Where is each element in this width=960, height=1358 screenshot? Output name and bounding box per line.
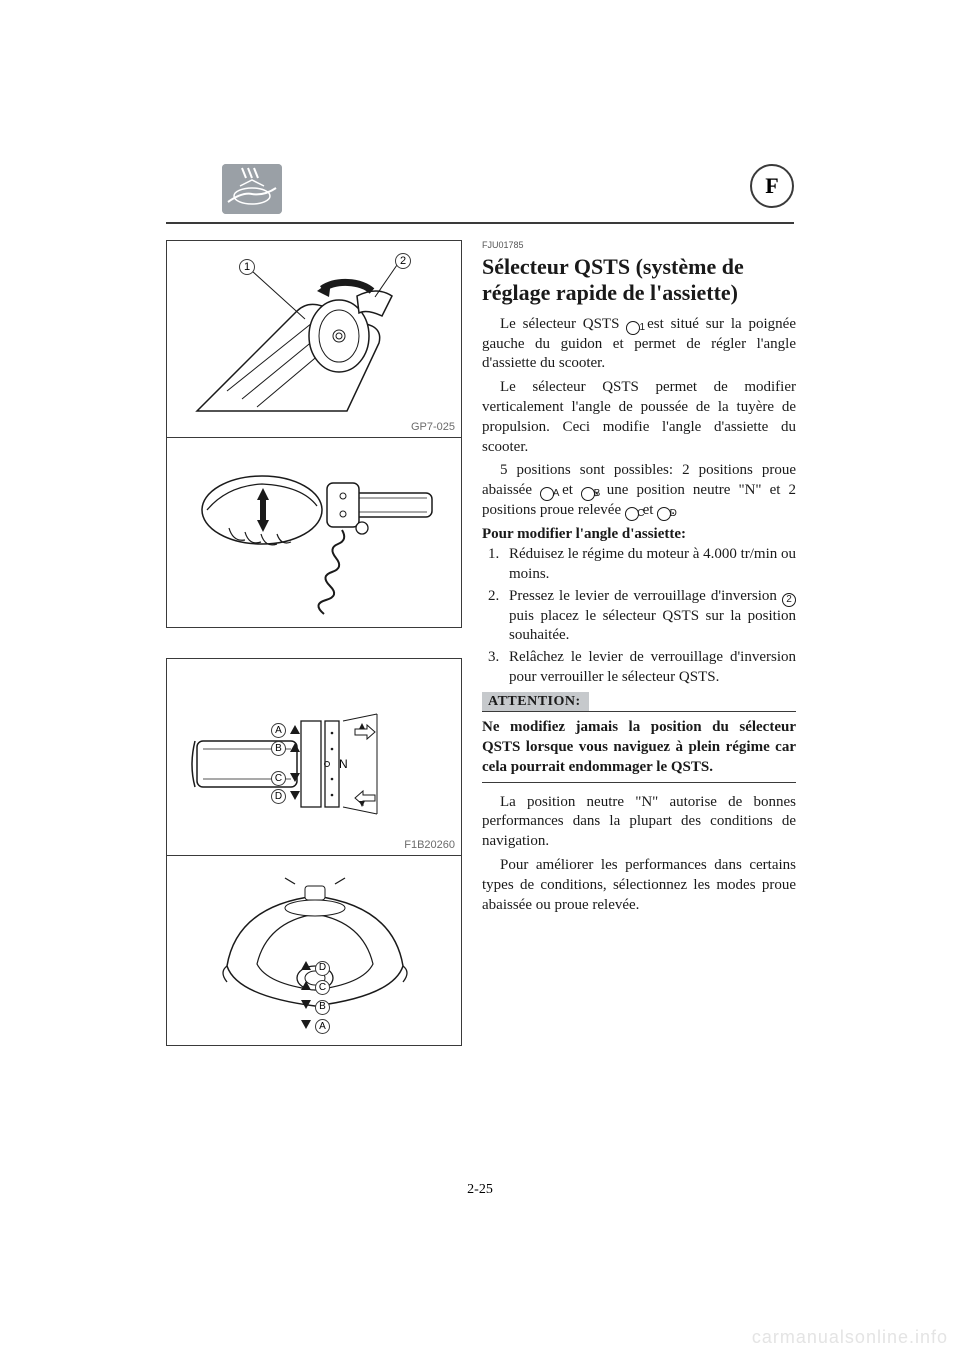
doc-code: FJU01785: [482, 240, 796, 252]
pos-C: C: [315, 980, 330, 995]
ref-A: A: [540, 487, 554, 501]
ref-1: 1: [626, 321, 640, 335]
figure-4: D C B A: [166, 856, 462, 1046]
pos-B: B: [315, 1000, 330, 1015]
step-2: Pressez le levier de verrouillage d'inve…: [503, 587, 796, 647]
pos-B: B: [271, 741, 286, 756]
steps-list: Réduisez le régime du moteur à 4.000 tr/…: [482, 545, 796, 688]
pos-D: D: [271, 789, 286, 804]
pos-A: A: [315, 1019, 330, 1034]
ref-D: D: [657, 507, 671, 521]
section-title: Sélecteur QSTS (système de réglage rapid…: [482, 254, 796, 307]
step-1: Réduisez le régime du moteur à 4.000 tr/…: [503, 545, 796, 585]
arrow-down-icon: [301, 1000, 311, 1009]
trim-indicator: D C B A: [301, 958, 330, 1034]
arrow-up-icon: [290, 725, 300, 734]
neutral-label: N: [339, 757, 348, 771]
paragraph: La position neutre "N" autorise de bonne…: [482, 793, 796, 852]
ref-C: C: [625, 507, 639, 521]
attention-text: Ne modifiez jamais la position du sélect…: [482, 718, 796, 777]
language-letter: F: [765, 173, 778, 199]
pos-D: D: [315, 961, 330, 976]
manual-page: F: [0, 0, 960, 1358]
callout-2: 2: [395, 253, 411, 269]
callout-1: 1: [239, 259, 255, 275]
arrow-down-icon: [301, 1020, 311, 1029]
ref-2: 2: [782, 593, 796, 607]
section-icon: [222, 164, 282, 214]
subheading: Pour modifier l'angle d'assiette:: [482, 525, 796, 545]
arrow-up-icon: [301, 961, 311, 970]
ref-B: B: [581, 487, 595, 501]
arrow-up-icon: [290, 743, 300, 752]
figure-column: 1 2 GP7-025: [166, 240, 462, 1046]
paragraph: 5 positions sont possibles: 2 positions …: [482, 461, 796, 521]
pos-C: C: [271, 771, 286, 786]
watermark: carmanualsonline.info: [752, 1327, 948, 1348]
step-3: Relâchez le levier de verrouillage d'inv…: [503, 648, 796, 688]
text-column: FJU01785 Sélecteur QSTS (système de régl…: [482, 240, 796, 919]
arrow-down-icon: [290, 791, 300, 800]
arrow-up-icon: [301, 981, 311, 990]
figure-3: A B C D N F1B20260: [166, 658, 462, 856]
attention-label: ATTENTION:: [482, 692, 589, 712]
figure-1: 1 2 GP7-025: [166, 240, 462, 438]
attention-block: ATTENTION: Ne modifiez jamais la positio…: [482, 692, 796, 783]
figure-3-code: F1B20260: [404, 839, 455, 851]
arrow-down-icon: [290, 773, 300, 782]
pos-A: A: [271, 723, 286, 738]
figure-2: [166, 438, 462, 628]
page-header: F: [166, 164, 794, 224]
language-badge: F: [750, 164, 794, 208]
paragraph: Le sélecteur QSTS permet de modifier ver…: [482, 378, 796, 457]
paragraph: Pour améliorer les performances dans cer…: [482, 856, 796, 915]
figure-1-code: GP7-025: [411, 421, 455, 433]
page-number: 2-25: [0, 1182, 960, 1198]
paragraph: Le sélecteur QSTS 1 est situé sur la poi…: [482, 315, 796, 375]
